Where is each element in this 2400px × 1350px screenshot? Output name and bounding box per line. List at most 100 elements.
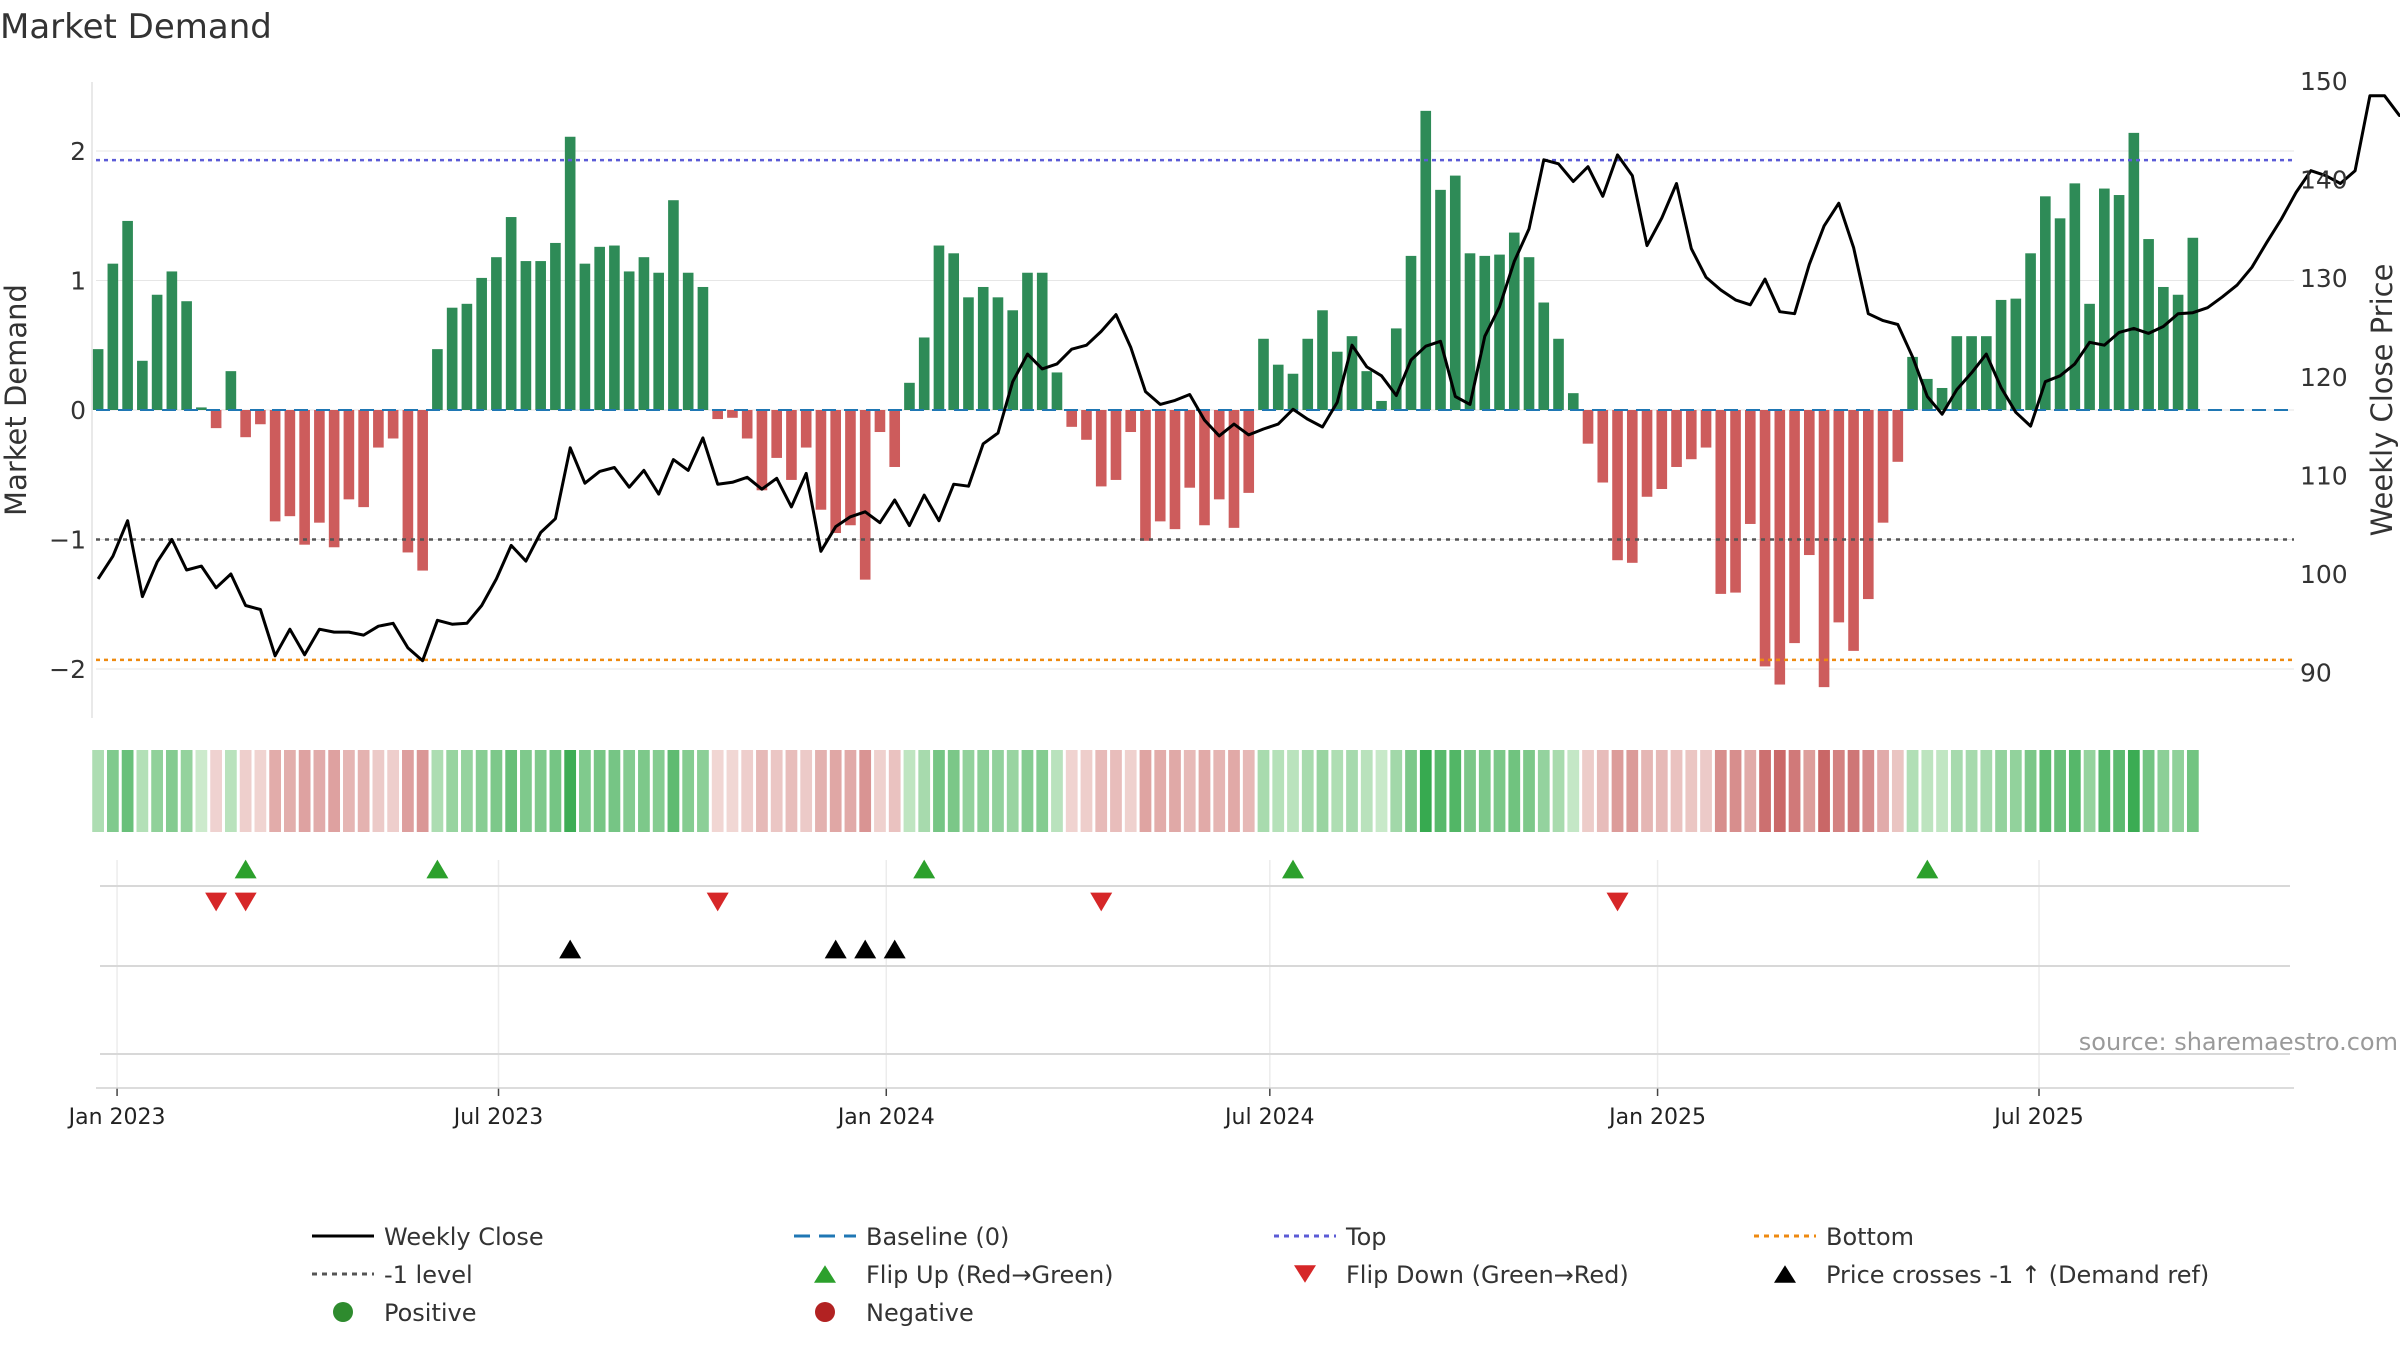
demand-bar (1936, 387, 1948, 410)
price-cross-marker (824, 939, 847, 959)
heat-cell (2098, 750, 2111, 832)
legend-item: Flip Up (Red→Green) (814, 1261, 1114, 1289)
demand-bar (712, 410, 723, 420)
heat-cell (2186, 750, 2199, 832)
heat-cell (1183, 750, 1196, 832)
demand-bar (918, 337, 930, 410)
heat-cell (121, 750, 134, 832)
price-cross-marker (854, 939, 877, 959)
demand-bar (2172, 294, 2184, 410)
demand-bar (638, 257, 650, 410)
heat-cell (564, 750, 577, 832)
heat-cell (1670, 750, 1683, 832)
demand-bar (1494, 254, 1505, 410)
heat-cell (1641, 750, 1653, 832)
price-cross-marker (883, 939, 906, 959)
heat-cell (239, 750, 252, 832)
demand-bar (977, 286, 989, 410)
demand-bar (948, 253, 960, 410)
heat-cell (1006, 750, 1019, 832)
flip-down-marker (1090, 892, 1113, 912)
heat-cell (2039, 750, 2052, 832)
demand-bar (314, 410, 325, 523)
demand-bar (1390, 328, 1402, 410)
flip-up-marker (1916, 859, 1939, 879)
heat-cell (1567, 750, 1580, 832)
demand-bar (1907, 356, 1918, 410)
demand-bar (2025, 253, 2036, 410)
y2-tick-label: 110 (2300, 461, 2348, 490)
heat-cell (387, 750, 400, 832)
demand-bar (92, 349, 104, 410)
demand-bar (1892, 410, 1904, 462)
demand-bar (1744, 410, 1756, 524)
y-axis-label: Market Demand (0, 284, 33, 516)
heat-cell (165, 750, 178, 832)
heat-cell (1803, 750, 1816, 832)
demand-bar (697, 286, 709, 410)
demand-bars (92, 110, 2199, 688)
y2-tick-label: 120 (2300, 363, 2348, 392)
demand-bar (1036, 272, 1048, 410)
source-text: source: sharemaestro.com (2079, 1028, 2398, 1056)
demand-bar (1848, 410, 1859, 651)
demand-bar (1833, 410, 1845, 623)
heat-cell (800, 750, 813, 832)
flip-up-marker (426, 859, 449, 879)
demand-bar (358, 410, 369, 508)
heat-cell (1655, 750, 1668, 832)
x-tick-label: Jan 2023 (67, 1105, 166, 1130)
heat-cell (1995, 750, 2007, 832)
heat-cell (520, 750, 532, 832)
heat-cell (1862, 750, 1875, 832)
heat-cell (151, 750, 163, 832)
flip-up-marker (234, 859, 257, 879)
heat-cell (1773, 750, 1786, 832)
demand-bar (1081, 410, 1092, 440)
reference-lines (96, 158, 2294, 662)
demand-bar (1243, 410, 1255, 493)
demand-bar (1951, 336, 1963, 410)
demand-bar (1789, 410, 1800, 644)
heat-cell (505, 750, 518, 832)
heat-cell (2142, 750, 2155, 832)
demand-bar (1803, 410, 1815, 556)
heat-cell (269, 750, 282, 832)
heat-cell (859, 750, 872, 832)
demand-bar (1597, 410, 1609, 483)
demand-bar (1671, 410, 1682, 467)
demand-bar (845, 410, 856, 526)
demand-bar (1508, 232, 1520, 410)
demand-bar (343, 410, 355, 500)
demand-bar (1567, 393, 1579, 410)
heat-cell (1065, 750, 1078, 832)
demand-bar (417, 410, 428, 571)
demand-bar (1995, 299, 2007, 410)
heat-cell (652, 750, 665, 832)
y-tick-label: 0 (70, 396, 86, 425)
heat-cell (357, 750, 370, 832)
demand-bar (1656, 410, 1668, 489)
demand-bar (1022, 272, 1033, 410)
heat-cell (106, 750, 119, 832)
heat-cell (697, 750, 709, 832)
demand-bar (1287, 373, 1299, 410)
heat-cell (1891, 750, 1904, 832)
heat-cell (313, 750, 326, 832)
heat-cell (741, 750, 754, 832)
heat-cell (711, 750, 724, 832)
flip-down-marker (706, 892, 729, 912)
heat-cell (1419, 750, 1432, 832)
heat-cell (1965, 750, 1978, 832)
heat-cell (2127, 750, 2140, 832)
heat-cell (402, 750, 414, 832)
heat-cell (1936, 750, 1948, 832)
y-tick-label: −1 (49, 526, 86, 555)
demand-bar (1818, 410, 1830, 688)
demand-bar (505, 217, 517, 410)
heat-cell (1582, 750, 1594, 832)
heat-cell (888, 750, 901, 832)
heat-cell (461, 750, 473, 832)
demand-bar (491, 257, 502, 410)
heat-cell (1596, 750, 1609, 832)
